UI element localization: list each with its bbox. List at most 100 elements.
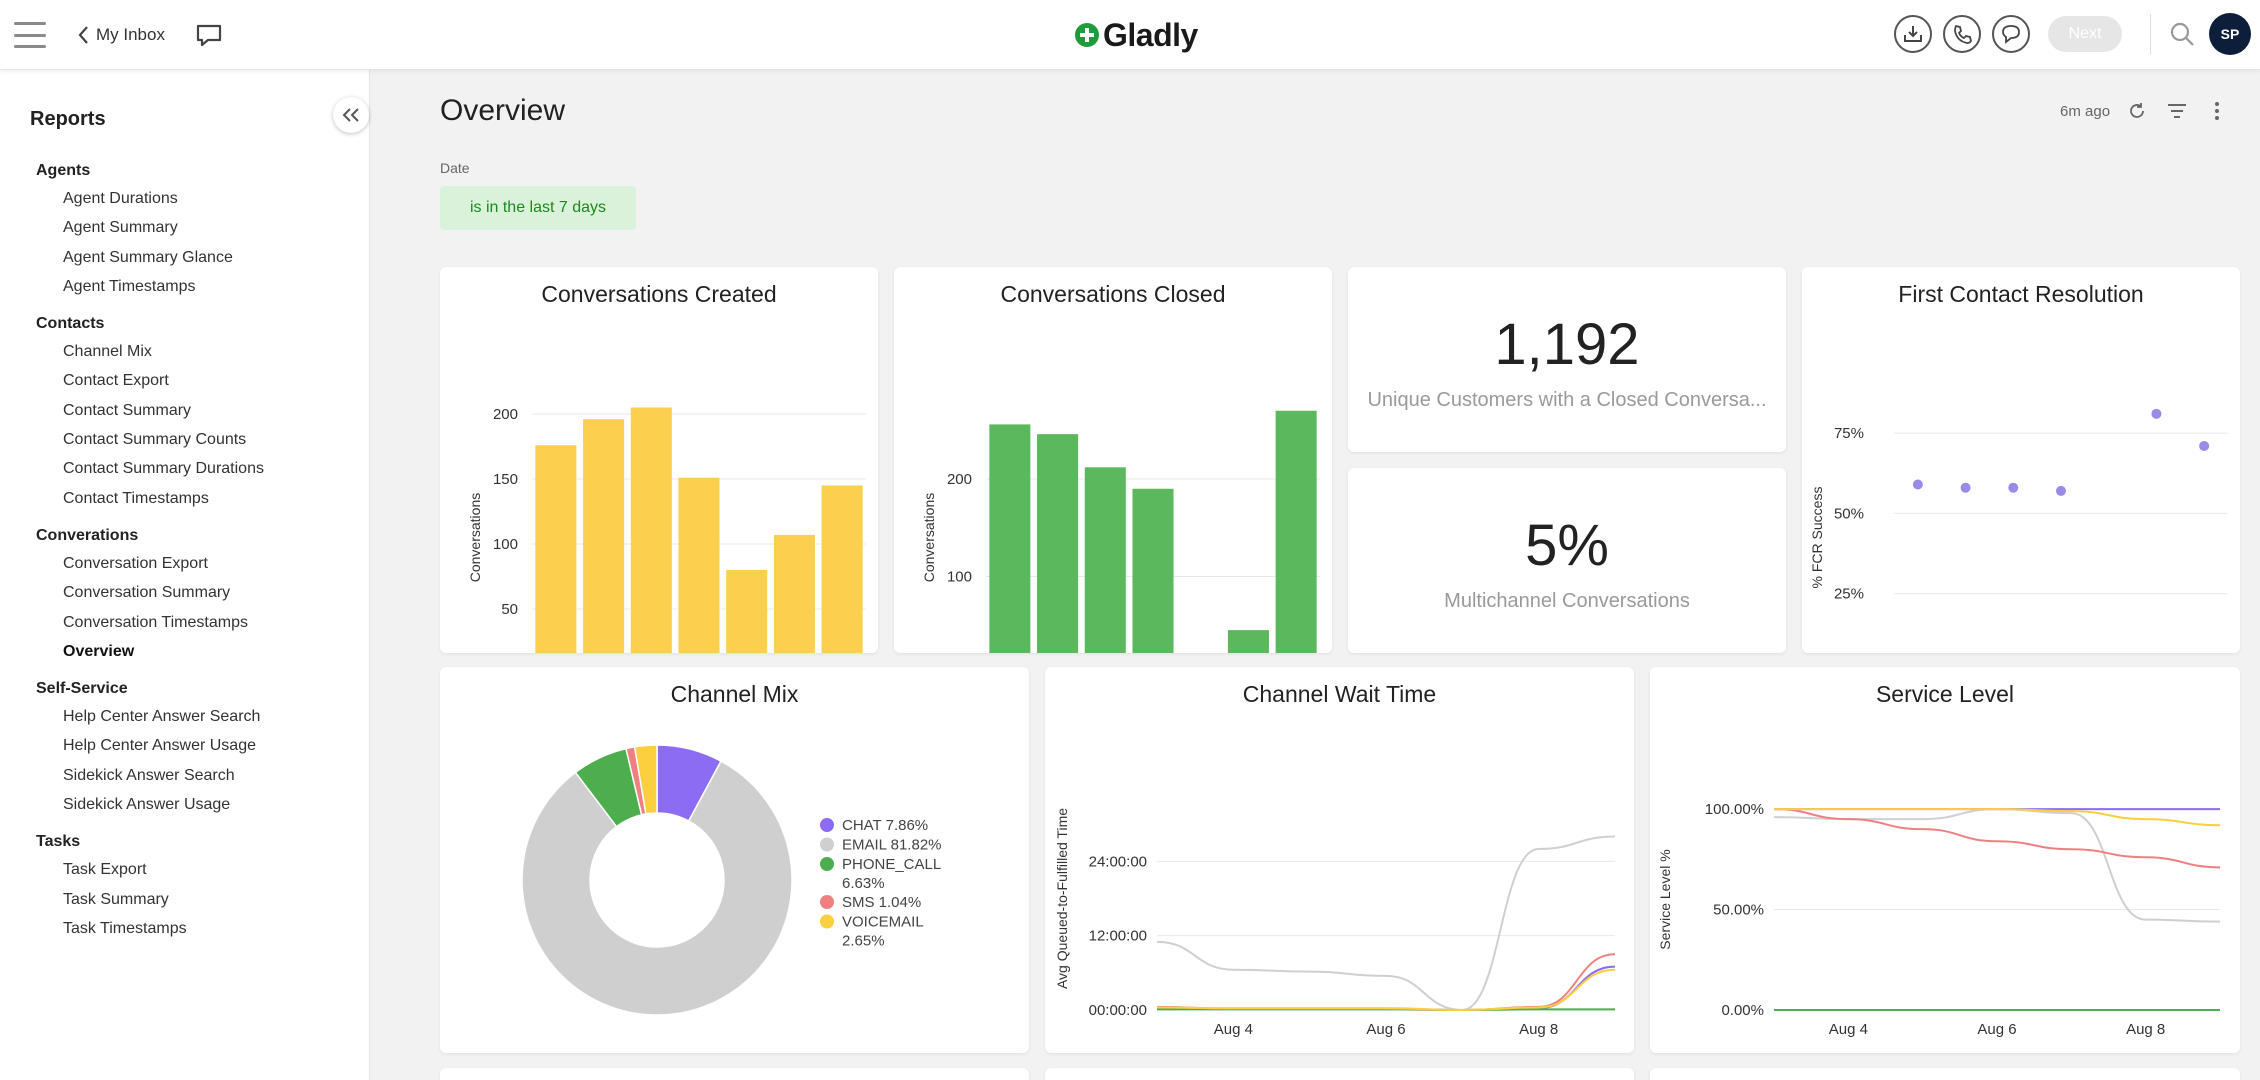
bar xyxy=(1084,467,1126,653)
plus-logo-icon xyxy=(1075,23,1099,47)
message-icon xyxy=(2002,25,2020,44)
user-avatar[interactable]: SP xyxy=(2209,13,2251,55)
conversations-created-tile[interactable]: Conversations Created 050100150200Aug 4A… xyxy=(440,267,878,653)
bar xyxy=(821,485,863,653)
y-tick-label: 150 xyxy=(493,471,518,488)
legend-swatch xyxy=(820,914,834,929)
legend-label: 6.63% xyxy=(842,875,885,892)
sidebar-item-channel-mix[interactable]: Channel Mix xyxy=(63,343,152,361)
y-axis-title: % FCR Success xyxy=(1809,487,1825,589)
more-options-button[interactable] xyxy=(2204,98,2230,124)
tile-title: Channel Mix xyxy=(670,681,799,707)
series-line xyxy=(1773,808,2221,923)
legend-swatch xyxy=(820,895,834,909)
top-divider xyxy=(2150,14,2151,54)
tile-title: Service Level xyxy=(1875,681,2015,707)
filter-button[interactable] xyxy=(2164,98,2190,124)
date-filter-label: Date xyxy=(440,160,470,176)
main-content: Overview 6m ago Date is in the last 7 da… xyxy=(370,70,2260,1080)
next-button[interactable]: Next xyxy=(2048,16,2122,52)
y-tick-label: 50 xyxy=(501,601,518,618)
y-axis-title: Conversations xyxy=(921,493,937,583)
sidebar-item-contact-summary[interactable]: Contact Summary xyxy=(63,401,192,419)
series-line xyxy=(1773,808,2221,827)
tile-title: Conversations Closed xyxy=(1000,281,1226,307)
collapse-sidebar-button[interactable] xyxy=(333,97,369,133)
chat-bubble-icon[interactable] xyxy=(194,20,224,50)
inbox-download-button[interactable] xyxy=(1894,15,1932,53)
tile-title: First Contact Resolution xyxy=(1898,281,2144,307)
y-tick-label: 200 xyxy=(947,471,972,488)
x-tick-label: Aug 8 xyxy=(2126,1021,2165,1038)
sidebar-group-heading: Tasks xyxy=(36,833,81,851)
series-line xyxy=(1156,968,1616,1012)
sidebar-item-overview[interactable]: Overview xyxy=(63,642,135,660)
sidebar-group: Contacts Channel Mix Contact Export Contact… xyxy=(0,311,370,513)
y-tick-label: 0.00% xyxy=(1721,1002,1764,1019)
y-tick-label: 12:00:00 xyxy=(1089,928,1147,945)
sidebar-item-contact-timestamps[interactable]: Contact Timestamps xyxy=(63,489,209,507)
sidebar-group: Converations Conversation Export Conversat… xyxy=(0,523,370,666)
unique-customers-tile[interactable]: 1,192 Unique Customers with a Closed Con… xyxy=(1348,267,1786,452)
sidebar-item-contact-export[interactable]: Contact Export xyxy=(63,372,169,390)
y-tick-label: 75% xyxy=(1834,425,1864,442)
bar xyxy=(1132,488,1174,653)
legend-swatch xyxy=(820,857,834,871)
sidebar-group-heading: Agents xyxy=(36,162,91,179)
legend-label: CHAT 7.86% xyxy=(842,817,928,834)
sidebar-item-agent-durations[interactable]: Agent Durations xyxy=(63,190,178,207)
y-axis-title: Conversations xyxy=(467,493,483,583)
sidebar-item-conversation-timestamps[interactable]: Conversation Timestamps xyxy=(63,613,248,631)
x-tick-label: Aug 6 xyxy=(1977,1021,2016,1038)
sidebar-item-conversation-export[interactable]: Conversation Export xyxy=(63,554,208,572)
tray-download-icon xyxy=(1904,26,1922,42)
sidebar-item-contact-summary-counts[interactable]: Contact Summary Counts xyxy=(63,431,247,449)
chevron-left-icon xyxy=(78,26,88,44)
sidebar-item-conversation-summary[interactable]: Conversation Summary xyxy=(63,584,231,602)
search-icon[interactable] xyxy=(2166,18,2198,50)
service-level-tile[interactable]: Service Level 0.00% 50.00% 100.00% Aug 4 Aug… xyxy=(1650,667,2240,1053)
sidebar-item-help-center-answer-usage[interactable]: Help Center Answer Usage xyxy=(63,737,256,755)
y-tick-label: 24:00:00 xyxy=(1089,853,1147,870)
channel-mix-chart: CHAT 7.86% EMAIL 81.82% PHONE_CALL 6.63% SMS… xyxy=(521,744,942,1016)
data-point xyxy=(2199,440,2210,451)
kebab-menu-icon xyxy=(2215,102,2220,120)
sidebar-item-task-timestamps[interactable]: Task Timestamps xyxy=(63,919,187,937)
y-tick-label: 200 xyxy=(493,406,518,423)
pie-slice xyxy=(633,744,658,815)
page-title: Overview xyxy=(440,94,566,127)
sidebar-item-task-summary[interactable]: Task Summary xyxy=(63,890,169,908)
x-tick-label: Aug 4 xyxy=(1829,1021,1868,1038)
sidebar-item-contact-summary-durations[interactable]: Contact Summary Durations xyxy=(63,460,264,478)
reports-sidebar: Reports Agents Agent Durations Agent Summa… xyxy=(0,70,370,1080)
kpi-label: Multichannel Conversations xyxy=(1444,590,1690,612)
date-filter-chip[interactable]: is in the last 7 days xyxy=(440,186,636,230)
channel-wait-time-tile[interactable]: Channel Wait Time 00:00:00 12:00:00 24:00:… xyxy=(1045,667,1634,1053)
legend-swatch xyxy=(820,818,834,832)
hamburger-menu-icon[interactable] xyxy=(14,22,46,48)
first-contact-resolution-tile[interactable]: First Contact Resolution 0%25%50%75%Aug … xyxy=(1802,267,2240,653)
bar xyxy=(1227,630,1269,653)
sidebar-item-task-export[interactable]: Task Export xyxy=(63,861,147,879)
y-tick-label: 25% xyxy=(1834,586,1864,603)
new-chat-button[interactable] xyxy=(1992,15,2030,53)
back-to-inbox-link[interactable]: My Inbox xyxy=(78,20,165,50)
phone-button[interactable] xyxy=(1943,15,1981,53)
next-row-tile xyxy=(1650,1068,2240,1080)
tile-title: Conversations Created xyxy=(541,281,777,307)
sidebar-item-agent-summary-glance[interactable]: Agent Summary Glance xyxy=(63,248,233,266)
refresh-button[interactable] xyxy=(2124,98,2150,124)
channel-mix-tile[interactable]: Channel Mix CHAT 7.86% EMAIL 81.82% PHONE_… xyxy=(440,667,1029,1053)
sidebar-item-agent-summary[interactable]: Agent Summary xyxy=(63,219,178,237)
x-tick-label: Aug 6 xyxy=(1366,1021,1405,1038)
legend-label: EMAIL 81.82% xyxy=(842,837,942,854)
brand-name: Gladly xyxy=(1103,16,1198,53)
sidebar-item-sidekick-answer-search[interactable]: Sidekick Answer Search xyxy=(63,766,235,784)
multichannel-tile[interactable]: 5% Multichannel Conversations xyxy=(1348,468,1786,653)
sidebar-item-agent-timestamps[interactable]: Agent Timestamps xyxy=(63,277,196,295)
refresh-icon xyxy=(2130,103,2144,118)
sidebar-item-help-center-answer-search[interactable]: Help Center Answer Search xyxy=(63,708,261,726)
sidebar-item-sidekick-answer-usage[interactable]: Sidekick Answer Usage xyxy=(63,796,231,814)
back-link-label: My Inbox xyxy=(96,25,165,44)
